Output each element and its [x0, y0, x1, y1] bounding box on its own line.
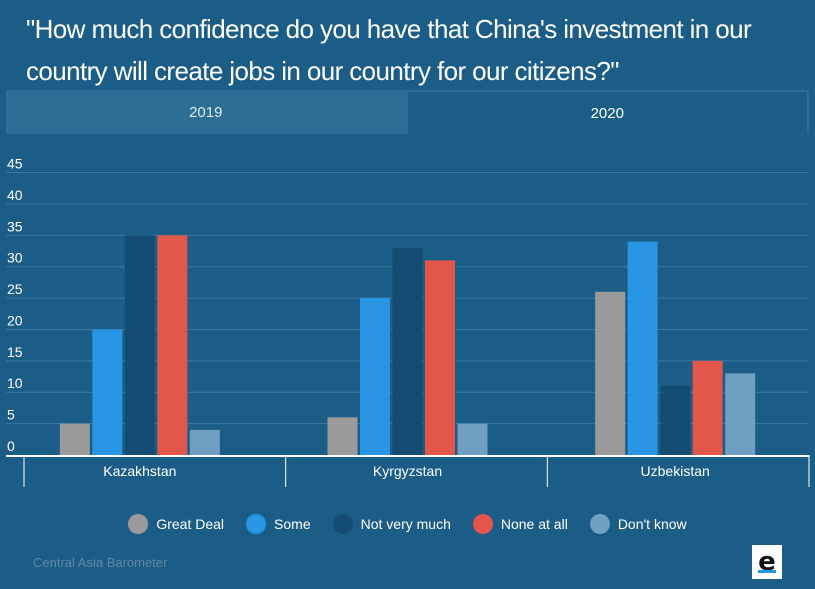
bar[interactable]	[157, 235, 188, 455]
tab-2019[interactable]: 2019	[6, 90, 406, 134]
bars	[59, 235, 756, 455]
bar[interactable]	[595, 291, 626, 455]
legend-label: Great Deal	[156, 516, 225, 532]
y-tick-label: 45	[7, 156, 23, 172]
x-category-label: Kyrgyzstan	[373, 463, 442, 479]
legend-swatch	[472, 514, 493, 534]
bar-chart: 0 5 10 15 20 25 30 35 40 45 Kazakhstan Kyrgyzstan U…	[6, 156, 810, 487]
bar[interactable]	[627, 241, 658, 455]
legend-label: Don't know	[617, 516, 687, 532]
bar[interactable]	[59, 423, 90, 455]
bar[interactable]	[392, 247, 423, 455]
x-category-label: Uzbekistan	[641, 463, 710, 479]
legend-swatch	[128, 514, 149, 534]
y-tick-label: 15	[7, 344, 23, 360]
legend-item-great-deal[interactable]: Great Deal	[128, 514, 224, 534]
y-tick-label: 0	[7, 438, 15, 454]
y-tick-label: 10	[7, 375, 23, 391]
bar[interactable]	[360, 298, 390, 455]
legend-item-not-very-much[interactable]: Not very much	[332, 514, 451, 534]
bar[interactable]	[327, 417, 358, 455]
y-tick-label: 20	[7, 312, 23, 328]
bar[interactable]	[725, 373, 756, 455]
chart-title: "How much confidence do you have that Ch…	[26, 14, 752, 86]
legend-label: Not very much	[360, 516, 451, 532]
legend-item-none-at-all[interactable]: None at all	[472, 514, 568, 534]
legend-swatch	[589, 514, 610, 534]
legend-swatch	[332, 514, 353, 534]
bar[interactable]	[189, 429, 220, 455]
bar[interactable]	[692, 360, 723, 455]
y-tick-label: 25	[7, 281, 23, 297]
bar[interactable]	[92, 329, 123, 455]
legend-label: None at all	[500, 516, 568, 532]
source-credit: Central Asia Barometer	[33, 555, 168, 570]
tab-2020[interactable]: 2020	[405, 90, 809, 134]
legend-swatch	[246, 514, 267, 534]
y-tick-label: 35	[7, 218, 23, 234]
bar[interactable]	[425, 260, 455, 455]
y-axis-ticks: 0 5 10 15 20 25 30 35 40 45	[7, 156, 23, 454]
legend-item-dont-know[interactable]: Don't know	[589, 514, 687, 534]
y-tick-label: 40	[7, 187, 23, 203]
y-tick-label: 5	[7, 407, 15, 423]
legend-label: Some	[274, 516, 311, 532]
y-tick-label: 30	[7, 250, 23, 266]
x-axis: Kazakhstan Kyrgyzstan Uzbekistan	[6, 455, 810, 487]
legend-item-some[interactable]: Some	[246, 514, 311, 534]
publisher-logo-icon[interactable]: e	[752, 545, 782, 579]
bar[interactable]	[457, 423, 488, 455]
bar[interactable]	[124, 235, 155, 455]
x-category-label: Kazakhstan	[103, 463, 176, 479]
legend: Great Deal Some Not very much None at al…	[0, 514, 815, 534]
year-tabs: 2019 2020	[6, 90, 809, 134]
bar[interactable]	[660, 385, 691, 455]
